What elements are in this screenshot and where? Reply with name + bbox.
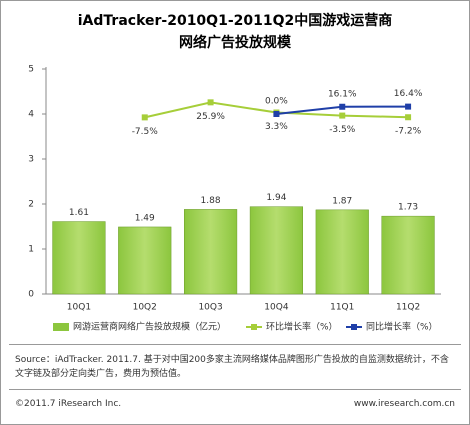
- bar: [184, 209, 238, 295]
- data-label: 1.61: [69, 208, 89, 218]
- bar: [315, 209, 369, 295]
- chart-title: iAdTracker-2010Q1-2011Q2中国游戏运营商: [78, 12, 393, 29]
- y-tick-label: 3: [28, 155, 34, 165]
- marker: [339, 112, 346, 119]
- bar: [52, 221, 106, 295]
- data-label: -7.5%: [132, 127, 159, 137]
- data-label: 25.9%: [196, 112, 225, 122]
- website: www.iresearch.com.cn: [353, 399, 455, 409]
- y-tick-label: 4: [28, 110, 34, 120]
- legend-label: 环比增长率（%）: [266, 321, 338, 333]
- chart: iAdTracker-2010Q1-2011Q2中国游戏运营商 网络广告投放规模…: [28, 12, 441, 333]
- legend-swatch: [53, 323, 69, 331]
- legend-swatch: [351, 324, 357, 330]
- data-label: 16.1%: [328, 89, 357, 99]
- chart-title: 网络广告投放规模: [179, 34, 292, 51]
- legend-label: 网游运营商网络广告投放规模（亿元）: [73, 321, 226, 333]
- bar: [249, 206, 303, 295]
- data-label: -3.5%: [329, 125, 356, 135]
- marker: [207, 99, 214, 106]
- y-tick-label: 1: [28, 245, 34, 255]
- legend-swatch: [251, 324, 257, 330]
- bar: [118, 226, 172, 295]
- separator: [9, 389, 461, 390]
- data-label: 0.0%: [265, 97, 288, 107]
- x-tick-label: 10Q2: [133, 303, 157, 313]
- marker: [141, 114, 148, 121]
- marker: [405, 114, 412, 121]
- x-tick-label: 10Q1: [67, 303, 91, 313]
- copyright: ©2011.7 iResearch Inc.: [15, 399, 122, 409]
- legend-label: 同比增长率（%）: [366, 321, 438, 333]
- data-label: 16.4%: [394, 89, 423, 99]
- marker: [273, 111, 280, 117]
- y-tick-label: 2: [28, 200, 34, 210]
- separator: [9, 344, 461, 345]
- data-label: 3.3%: [265, 122, 288, 132]
- x-tick-label: 10Q3: [198, 303, 222, 313]
- x-tick-label: 11Q2: [396, 303, 420, 313]
- data-label: 1.88: [201, 196, 221, 206]
- bar: [381, 215, 435, 295]
- data-label: -7.2%: [395, 127, 422, 137]
- data-label: 1.49: [135, 213, 155, 223]
- x-tick-label: 11Q1: [330, 303, 354, 313]
- x-tick-label: 10Q4: [264, 303, 289, 313]
- source: Source：iAdTracker. 2011.7. 基于对中国200多家主流网…: [15, 355, 449, 379]
- y-tick-label: 5: [28, 65, 34, 75]
- marker: [405, 103, 412, 110]
- marker: [339, 103, 346, 110]
- y-tick-label: 0: [28, 290, 34, 300]
- data-label: 1.73: [398, 203, 418, 213]
- data-label: 1.87: [332, 196, 352, 206]
- data-label: 1.94: [266, 193, 286, 203]
